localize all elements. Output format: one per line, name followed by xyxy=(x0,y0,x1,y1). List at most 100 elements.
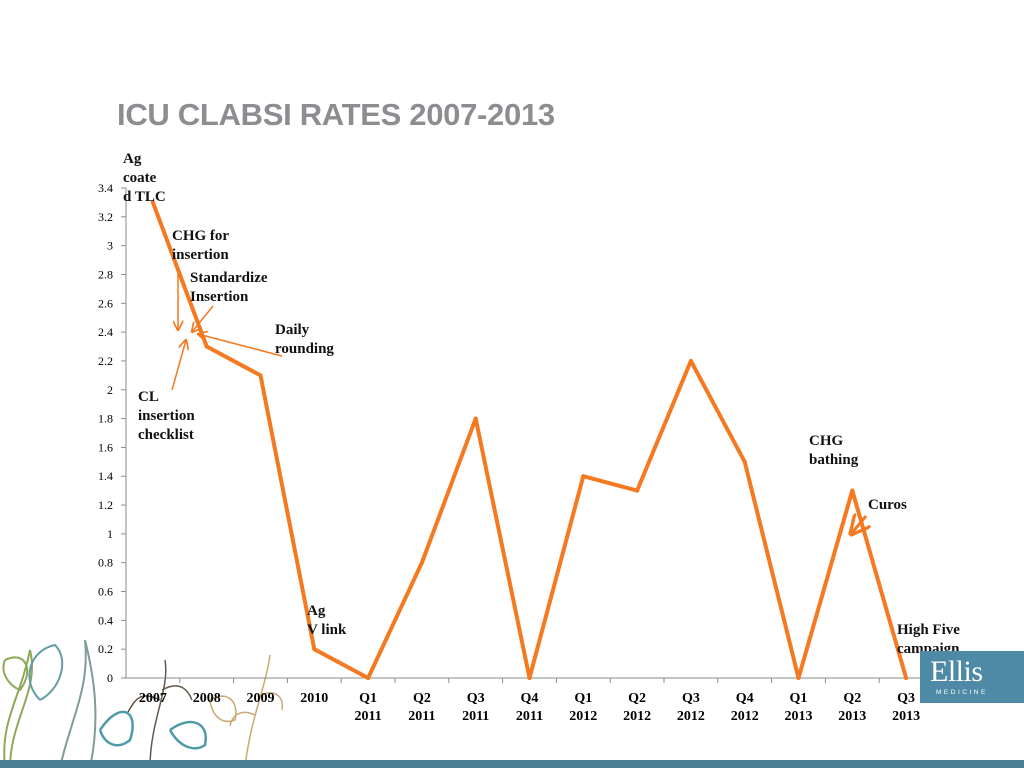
annotation-line: checklist xyxy=(138,427,194,443)
data-point xyxy=(419,560,424,565)
y-tick-label: 0.6 xyxy=(98,585,113,599)
data-point xyxy=(635,488,640,493)
x-tick-line: 2012 xyxy=(623,709,651,724)
x-tick-label: Q1 2011 xyxy=(354,691,381,724)
data-point xyxy=(150,200,155,205)
annotation-line: Insertion xyxy=(190,289,249,305)
y-tick-label: 2.2 xyxy=(98,354,113,368)
data-point xyxy=(796,676,801,680)
x-tick-label: Q4 2011 xyxy=(516,691,543,724)
data-point xyxy=(850,488,855,493)
x-tick-line: 2011 xyxy=(516,709,543,724)
annotation-line: Curos xyxy=(868,497,907,513)
x-tick-line: Q3 xyxy=(467,691,485,706)
x-tick-line: 2010 xyxy=(300,691,328,706)
annotation-line: rounding xyxy=(275,341,334,357)
data-point xyxy=(312,647,317,652)
y-tick-label: 3 xyxy=(107,239,113,253)
annotation-arrows xyxy=(171,268,866,534)
x-tick-line: Q4 xyxy=(521,691,539,706)
y-tick-label: 1.4 xyxy=(98,469,113,483)
y-tick-label: 1.2 xyxy=(98,498,113,512)
x-tick-label: Q3 2011 xyxy=(462,691,489,724)
x-tick-line: 2013 xyxy=(785,709,813,724)
x-tick-line: 2009 xyxy=(247,691,275,706)
x-tick-line: 2012 xyxy=(731,709,759,724)
annotation-chg-for-insertion: CHG for insertion xyxy=(172,227,229,265)
annotation-ag-v-link: Ag V link xyxy=(307,602,346,640)
annotation-line: Standardize xyxy=(190,270,268,286)
y-tick-label: 3.2 xyxy=(98,210,113,224)
y-tick-label: 3.4 xyxy=(98,181,113,195)
data-point xyxy=(258,373,263,378)
arrow-cl-checklist xyxy=(171,340,186,391)
footer-bar xyxy=(0,760,1024,768)
x-tick-label: Q4 2012 xyxy=(731,691,759,724)
annotation-chg-bathing: CHG bathing xyxy=(809,432,858,470)
y-tick-label: 0.4 xyxy=(98,613,113,627)
arrow-daily-rounding xyxy=(198,334,283,357)
x-tick-line: Q1 xyxy=(790,691,808,706)
x-tick-line: Q2 xyxy=(843,691,861,706)
data-point xyxy=(527,676,532,680)
annotation-line: Ag xyxy=(123,151,142,167)
arrow-standardize xyxy=(192,305,214,332)
x-tick-line: Q1 xyxy=(574,691,592,706)
x-tick-line: Q3 xyxy=(682,691,700,706)
annotation-line: CL xyxy=(138,389,159,405)
annotation-daily-rounding: Daily rounding xyxy=(275,321,334,359)
annotation-cl-insertion-checklist: CL insertion checklist xyxy=(138,388,195,445)
y-tick-label: 0.8 xyxy=(98,556,113,570)
x-tick-label: Q3 2012 xyxy=(677,691,705,724)
x-tick-line: 2012 xyxy=(677,709,705,724)
x-tick-line: Q4 xyxy=(736,691,754,706)
y-tick-label: 2 xyxy=(107,383,113,397)
y-tick-label: 1.6 xyxy=(98,440,113,454)
leaf-decoration xyxy=(2,639,284,768)
data-point xyxy=(366,676,371,680)
data-point xyxy=(581,474,586,479)
y-tick-label: 1.8 xyxy=(98,412,113,426)
annotation-line: insertion xyxy=(138,408,195,424)
x-tick-line: Q2 xyxy=(413,691,431,706)
annotation-line: coate xyxy=(123,170,157,186)
annotation-line: bathing xyxy=(809,452,859,468)
data-point xyxy=(473,416,478,421)
x-tick-label: 2010 xyxy=(300,691,328,706)
x-tick-line: Q1 xyxy=(359,691,377,706)
data-point xyxy=(904,676,909,680)
x-tick-line: 2011 xyxy=(354,709,381,724)
annotation-standardize-insertion: Standardize Insertion xyxy=(190,269,268,307)
x-tick-label: Q2 2011 xyxy=(408,691,435,724)
x-tick-line: 2013 xyxy=(892,709,920,724)
logo-wordmark: Ellis xyxy=(930,655,983,688)
annotation-line: insertion xyxy=(172,247,229,263)
x-tick-line: 2007 xyxy=(139,691,167,706)
annotation-line: Daily xyxy=(275,322,310,338)
annotation-line: CHG for xyxy=(172,228,230,244)
x-tick-line: 2008 xyxy=(193,691,221,706)
x-tick-label: Q3 2013 xyxy=(892,691,920,724)
annotation-ag-coated-tlc: Ag coate d TLC xyxy=(123,150,166,207)
annotation-line: Ag xyxy=(307,603,326,619)
arrow-curos xyxy=(851,516,866,534)
x-tick-label: Q1 2013 xyxy=(785,691,813,724)
ellis-medicine-logo: Ellis MEDICINE xyxy=(920,651,1024,703)
x-tick-line: Q2 xyxy=(628,691,646,706)
x-tick-label: 2008 xyxy=(193,691,221,706)
y-tick-label: 2.8 xyxy=(98,267,113,281)
annotation-curos: Curos xyxy=(868,496,907,515)
x-tick-line: Q3 xyxy=(897,691,915,706)
annotation-line: V link xyxy=(307,622,347,638)
x-tick-label: Q2 2012 xyxy=(623,691,651,724)
data-point xyxy=(742,459,747,464)
x-tick-label: 2007 xyxy=(139,691,167,706)
slide-title: ICU CLABSI RATES 2007-2013 xyxy=(117,97,555,132)
x-tick-label: Q1 2012 xyxy=(569,691,597,724)
x-tick-line: 2012 xyxy=(569,709,597,724)
x-tick-line: 2011 xyxy=(408,709,435,724)
y-tick-label: 2.4 xyxy=(98,325,113,339)
x-tick-label: Q2 2013 xyxy=(838,691,866,724)
x-tick-line: 2011 xyxy=(462,709,489,724)
